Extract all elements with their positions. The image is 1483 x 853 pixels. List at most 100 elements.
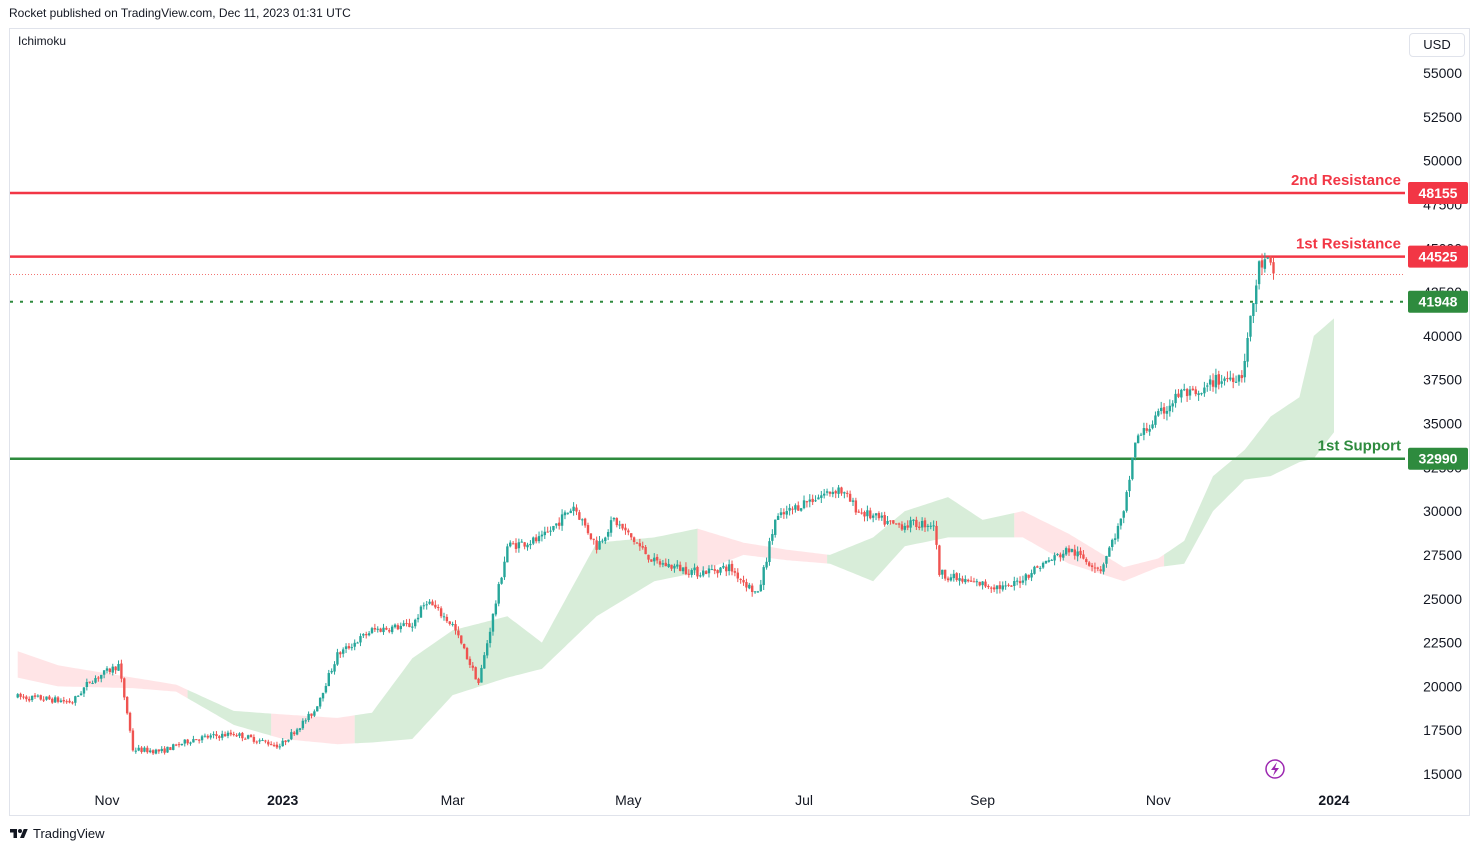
candle	[837, 484, 840, 498]
candle	[877, 511, 881, 521]
candle	[696, 565, 699, 579]
candle	[454, 620, 457, 635]
level-badges: 48155 44525 41948 32990	[1408, 181, 1468, 470]
candle	[995, 585, 999, 594]
candle	[722, 562, 725, 569]
candle	[146, 745, 149, 754]
x-tick-label: Nov	[95, 792, 120, 808]
candle	[926, 523, 930, 532]
candle	[108, 667, 112, 675]
candle	[385, 626, 388, 631]
candle	[1085, 557, 1088, 565]
y-tick-label: 55000	[1423, 65, 1462, 81]
candle	[1105, 555, 1108, 568]
candle	[727, 559, 731, 576]
candle	[367, 631, 371, 637]
candle	[920, 517, 924, 531]
candle	[197, 738, 201, 744]
candle	[390, 624, 394, 635]
candle	[56, 696, 60, 704]
candle	[48, 694, 51, 700]
candle	[693, 563, 696, 575]
candle	[719, 566, 722, 576]
cloud-bear-segment	[697, 528, 828, 573]
candle	[143, 746, 146, 753]
candle	[353, 639, 356, 651]
candle	[1145, 422, 1148, 434]
candle	[517, 538, 521, 553]
candle	[627, 528, 630, 536]
candle	[307, 711, 310, 723]
candle	[1217, 370, 1220, 390]
currency-button[interactable]: USD	[1409, 33, 1465, 57]
candle	[1113, 533, 1117, 545]
candle	[1206, 382, 1209, 392]
candle	[987, 584, 990, 590]
candle	[745, 578, 748, 592]
candle	[825, 488, 829, 496]
candle	[339, 651, 342, 658]
candle	[549, 526, 552, 536]
candle	[589, 533, 593, 541]
candle	[272, 742, 276, 748]
candle	[779, 508, 783, 518]
candle	[1142, 422, 1146, 441]
candle	[465, 646, 469, 660]
price-badge-32990: 32990	[1408, 447, 1468, 470]
candle	[791, 506, 794, 515]
candle	[880, 512, 883, 521]
candle	[1093, 562, 1097, 574]
candle	[964, 575, 967, 585]
candle	[1004, 580, 1007, 590]
x-tick-label: May	[615, 792, 641, 808]
candle	[223, 731, 227, 737]
candle	[563, 510, 567, 520]
candle	[1064, 546, 1068, 556]
candle	[350, 643, 354, 651]
candle	[713, 565, 716, 575]
candle	[347, 643, 351, 650]
candle	[1070, 548, 1074, 553]
candle	[36, 694, 40, 698]
candle	[558, 517, 561, 530]
candle	[1015, 577, 1019, 586]
candle	[232, 731, 235, 737]
candle	[131, 728, 135, 752]
candle	[396, 623, 400, 631]
candle	[65, 699, 68, 704]
candle	[1073, 544, 1076, 560]
candle	[1007, 583, 1010, 587]
candle	[834, 489, 837, 499]
candle	[25, 695, 28, 702]
candle	[929, 522, 932, 530]
event-marker[interactable]	[1265, 759, 1285, 779]
candle	[97, 676, 100, 682]
candle	[388, 628, 391, 634]
candle	[560, 509, 564, 531]
candle	[497, 581, 500, 607]
candle	[157, 749, 161, 754]
price-badge-label: 32990	[1419, 451, 1458, 467]
candle	[702, 566, 705, 578]
candle	[1131, 457, 1134, 481]
candle	[739, 578, 742, 584]
candle	[183, 739, 186, 747]
footer-brand[interactable]: TradingView	[9, 826, 105, 841]
indicator-label[interactable]: Ichimoku	[18, 34, 67, 48]
candle	[241, 731, 244, 742]
candle	[246, 734, 250, 740]
candle	[768, 537, 771, 566]
candle	[1249, 315, 1252, 342]
candle	[105, 666, 109, 674]
candle	[1102, 562, 1105, 575]
candle	[94, 675, 97, 684]
candle	[1243, 353, 1246, 383]
candle	[218, 735, 221, 741]
candle	[981, 581, 984, 590]
candle	[330, 668, 333, 675]
candle	[1246, 332, 1249, 368]
candle	[667, 558, 670, 569]
candle	[474, 666, 477, 680]
candle	[212, 731, 215, 739]
